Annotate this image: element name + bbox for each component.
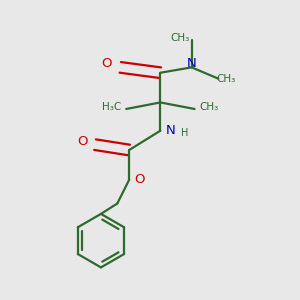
Text: O: O	[102, 57, 112, 70]
Text: CH₃: CH₃	[200, 102, 219, 112]
Text: H₃C: H₃C	[102, 102, 121, 112]
Text: O: O	[77, 135, 88, 148]
Text: H: H	[181, 128, 188, 138]
Text: O: O	[135, 173, 145, 186]
Text: CH₃: CH₃	[170, 33, 189, 43]
Text: CH₃: CH₃	[216, 74, 236, 84]
Text: N: N	[166, 124, 176, 137]
Text: N: N	[187, 57, 196, 70]
